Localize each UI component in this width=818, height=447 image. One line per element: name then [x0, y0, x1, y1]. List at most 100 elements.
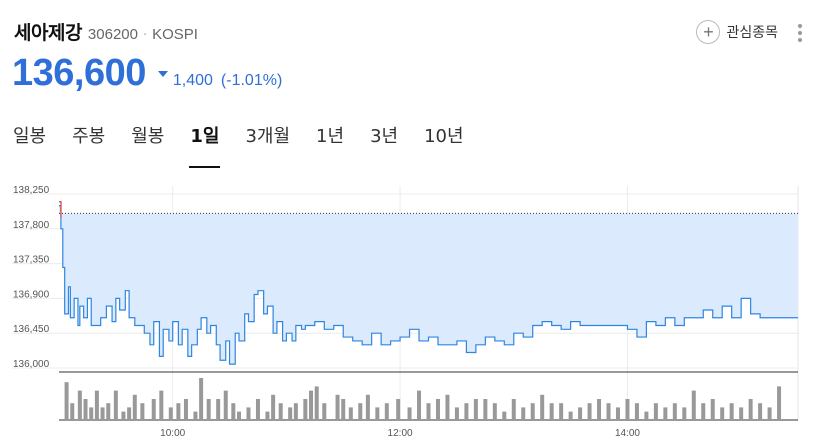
volume-bar: [322, 403, 327, 420]
volume-bar: [720, 407, 725, 420]
volume-bar: [568, 411, 573, 420]
volume-bar: [348, 407, 353, 420]
volume-bar: [176, 403, 181, 420]
plus-icon: +: [696, 20, 721, 44]
volume-bar: [492, 403, 497, 420]
separator-dot: ·: [142, 28, 148, 43]
volume-bar: [435, 399, 440, 420]
volume-bar: [445, 394, 450, 420]
axis-labels: 138,250 137,800 137,350 136,900 136,450 136,0…: [13, 185, 640, 439]
volume-bar: [113, 390, 118, 420]
volume-bar: [663, 407, 668, 420]
stock-code: 306200: [87, 26, 138, 43]
volume-bar: [271, 394, 276, 420]
y-tick-label: 137,800: [13, 220, 50, 231]
volume-bar: [682, 407, 687, 420]
y-tick-label: 136,000: [13, 359, 50, 370]
volume-bar: [634, 403, 639, 420]
more-dot: [798, 24, 802, 28]
volume-bar: [672, 403, 677, 420]
volume-bar: [140, 403, 145, 420]
volume-bar: [483, 399, 488, 420]
add-watchlist-button[interactable]: + 관심종목: [696, 20, 778, 44]
volume-bar: [288, 407, 293, 420]
tab-10year[interactable]: 10년: [424, 126, 464, 147]
volume-bar: [615, 407, 620, 420]
volume-bar: [303, 399, 308, 420]
x-tick-label: 10:00: [160, 428, 185, 439]
volume-bar: [464, 403, 469, 420]
watchlist-label: 관심종목: [726, 25, 778, 41]
volume-bar: [653, 403, 658, 420]
open-marker: [59, 201, 62, 218]
volume-bar: [549, 403, 554, 420]
volume-bar: [748, 399, 753, 420]
volume-bar: [341, 399, 346, 420]
quote-row: 136,600 1,400 (-1.01%): [12, 52, 282, 95]
price-change-percent: (-1.01%): [220, 72, 283, 89]
tab-1day[interactable]: 1일: [177, 122, 232, 168]
volume-bar: [64, 382, 69, 420]
volume-bar: [587, 403, 592, 420]
y-tick-label: 138,250: [13, 185, 50, 196]
volume-bar: [121, 411, 126, 420]
current-price: 136,600: [12, 52, 146, 94]
volume-bar: [597, 399, 602, 420]
volume-bar: [625, 399, 630, 420]
price-area: [59, 205, 798, 365]
volume-bar: [396, 399, 401, 420]
y-tick-label: 136,450: [13, 324, 50, 335]
volume-bar: [454, 407, 459, 420]
volume-bar: [159, 390, 164, 420]
volume-bar: [701, 403, 706, 420]
chart-area: [59, 201, 798, 365]
volume-bar: [375, 407, 380, 420]
volume-bar: [168, 407, 173, 420]
volume-bar: [70, 403, 75, 420]
price-change: 1,400: [172, 72, 213, 89]
tab-3month[interactable]: 3개월: [245, 126, 291, 147]
volume-bar: [309, 390, 314, 420]
x-tick-label: 14:00: [615, 428, 640, 439]
tab-3year[interactable]: 3년: [370, 126, 399, 147]
volume-bar: [132, 394, 137, 420]
tab-monthly[interactable]: 월봉: [131, 126, 165, 147]
volume-bar: [199, 378, 204, 420]
volume-bars: [64, 378, 782, 420]
volume-bar: [100, 407, 105, 420]
volume-bar: [606, 403, 611, 420]
down-arrow-icon: [157, 71, 168, 77]
volume-bar: [407, 407, 412, 420]
more-dot: [798, 31, 802, 35]
volume-bar: [293, 403, 298, 420]
volume-bar: [777, 386, 782, 420]
volume-bar: [365, 394, 370, 420]
volume-bar: [237, 411, 242, 420]
volume-bar: [151, 399, 156, 420]
volume-bar: [502, 411, 507, 420]
volume-bar: [729, 403, 734, 420]
tab-weekly[interactable]: 주봉: [72, 126, 106, 147]
tab-1year[interactable]: 1년: [316, 126, 345, 147]
volume-bar: [767, 407, 772, 420]
volume-bar: [193, 411, 198, 420]
volume-bar: [216, 399, 221, 420]
volume-bar: [246, 407, 251, 420]
volume-bar: [473, 399, 478, 420]
y-tick-label: 136,900: [13, 289, 50, 300]
volume-bar: [417, 390, 422, 420]
volume-bar: [358, 403, 363, 420]
volume-bar: [384, 403, 389, 420]
volume-bar: [559, 403, 564, 420]
volume-bar: [426, 403, 431, 420]
volume-bar: [758, 403, 763, 420]
volume-bar: [739, 407, 744, 420]
volume-bar: [644, 411, 649, 420]
volume-bar: [511, 399, 516, 420]
more-options-icon[interactable]: [798, 24, 802, 42]
volume-bar: [223, 390, 228, 420]
market-name: KOSPI: [152, 26, 198, 43]
period-tabs: 일봉 주봉 월봉 1일 3개월 1년 3년 10년: [0, 122, 477, 170]
tab-daily[interactable]: 일봉: [13, 126, 47, 147]
